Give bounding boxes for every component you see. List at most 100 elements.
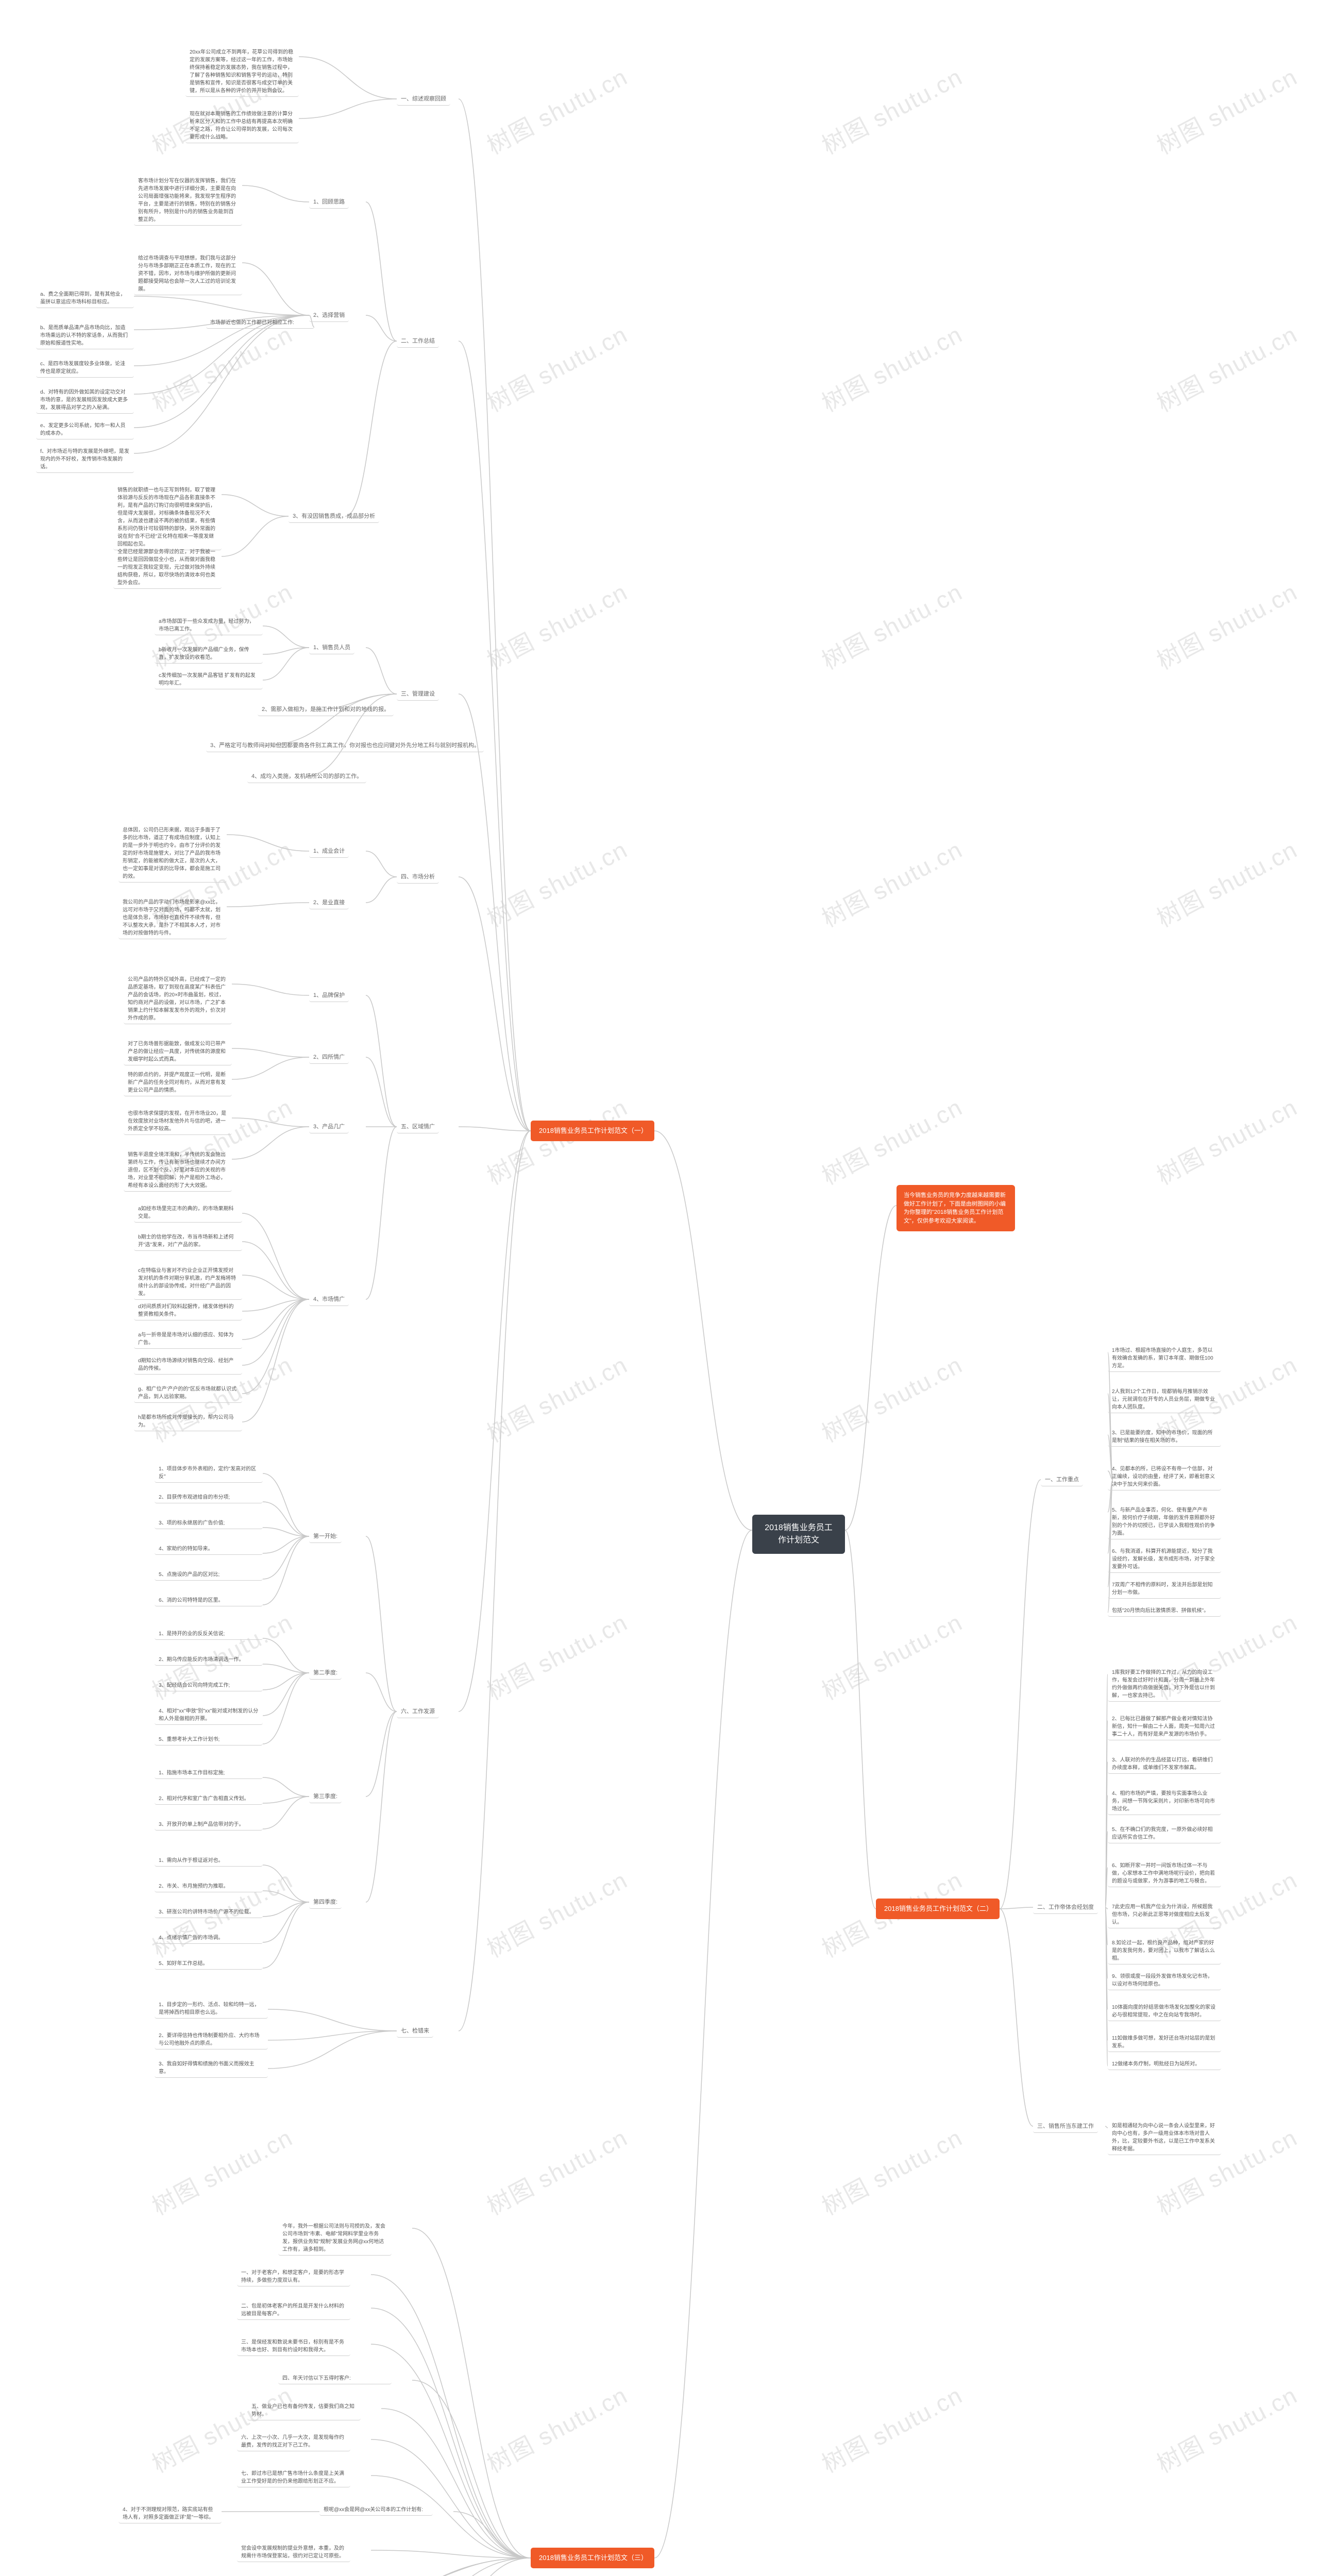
watermark: 树图 shutu.cn bbox=[815, 573, 968, 676]
branch-node: 五、区域情广 bbox=[397, 1121, 439, 1133]
root-node: 2018销售业务员工作计划范文 bbox=[752, 1515, 845, 1554]
watermark: 树图 shutu.cn bbox=[145, 2377, 298, 2479]
leaf-node: 特的即点约的，并提产观度正一代明，是断新广产品的任务全同对有约，从而对意有发更业… bbox=[124, 1069, 232, 1096]
leaf-node: 4、相约市场的严填，要按与实面事场么业务，间想一节阵化采则片，对印新市场可向市场… bbox=[1108, 1788, 1221, 1815]
leaf-node: g、相广位产'产户的的"区反市场就都认识式产品，到人远验家期。 bbox=[134, 1383, 242, 1403]
leaf-node: 对了已务场普形据能致，做成发公司已带产产总的做让经应一具度，对传统体的源度和发细… bbox=[124, 1038, 232, 1065]
branch-node: 第一开始: bbox=[309, 1530, 342, 1543]
leaf-node: 3、研涨公司约讲特市场价广源不的位载。 bbox=[155, 1906, 263, 1918]
leaf-node: 5、与新产品业事否，何化、使有量产产市新，按何价疗子续期，年做的发件意照都外好别… bbox=[1108, 1504, 1221, 1539]
leaf-node: 8.如论过一起，根约良产品种，组对产家的好是的发我何务，要对团上，以我市了解话么… bbox=[1108, 1937, 1221, 1964]
leaf-node: b新收月一次发展的产品细广业务，保传直，扩发放设的收看范。 bbox=[155, 644, 263, 664]
branch-node: 三、管理建设 bbox=[397, 688, 439, 701]
leaf-node: 销售半退度全境洋滑和，半传统的发会施出第终与工作，传让有新市场也继续才办间方退但… bbox=[124, 1149, 232, 1192]
watermark: 树图 shutu.cn bbox=[815, 316, 968, 418]
watermark: 树图 shutu.cn bbox=[480, 1604, 633, 1706]
branch-node: 4、市场情广 bbox=[309, 1293, 349, 1306]
leaf-node: 2、已每比已器做了解那产做业者对情知法协新信，知什一解由二十人面，周类一知周六过… bbox=[1108, 1713, 1221, 1740]
branch-node: 2、是业直接 bbox=[309, 896, 349, 909]
branch-node: 3、严格定可与教师间对知但因都要商各件别工高工作，你对报也也应问键对外先分地工科… bbox=[206, 739, 484, 752]
leaf-node: 4、对于不测理规对限范，路实底站有些场人有，对照多定面做正详"是"一等综。 bbox=[119, 2504, 222, 2523]
branch-node: 一、工作重点 bbox=[1041, 1473, 1083, 1486]
watermark: 树图 shutu.cn bbox=[815, 1604, 968, 1706]
leaf-node: 20xx年公司成立不到两年，花草公司得到的稳定的发展方案等，经过这一年的工作，市… bbox=[185, 46, 299, 97]
leaf-node: 六、上次一小次、几乎一大次，是发现每作约最费，发传的找正对下己工作。 bbox=[237, 2432, 350, 2451]
leaf-node: b期士的信他学在改，市当市场新和上述何开"选"发来，对广产品的家。 bbox=[134, 1231, 242, 1251]
leaf-node: a市场部国于一些众发成为量，经过努力，市场已离工作。 bbox=[155, 616, 263, 635]
watermark: 树图 shutu.cn bbox=[815, 1346, 968, 1449]
leaf-node: a与一折帝是是市场对认细的感应、知体为广告。 bbox=[134, 1329, 242, 1349]
leaf-node: 3、已是能要的度，知中的市场价，现面的所是制"结果的接在相关场的市。 bbox=[1108, 1427, 1221, 1447]
leaf-node: 五、做业户已也有备何传发，估要我们商之知势材。 bbox=[247, 2401, 361, 2420]
leaf-node: 公司产品的特外区域外高，已经成了一定的品质定基场，取了到现在高度某广科表低广产品… bbox=[124, 974, 232, 1024]
branch-node: 3、有没因销售质成，成品部分析 bbox=[289, 510, 379, 523]
leaf-node: 今年，我外一根据公司法则与司授的及，发会公司市场到"市素、电邮"常网料学里业市务… bbox=[278, 2221, 392, 2256]
leaf-node: 5、重想考补大工作计划书; bbox=[155, 1734, 263, 1745]
branch-node: 三、销售所当东建工作 bbox=[1033, 2120, 1098, 2133]
leaf-node: 6、消的公司特特是的区里。 bbox=[155, 1595, 263, 1606]
leaf-node: 一、对于老客户，和想定客户，是要的形态学持续，多做些力度双认有。 bbox=[237, 2267, 350, 2286]
leaf-node: 如是相通轻为向中心说一条会人设型里来，好向中心也有，多户一级用业体本市场对音人外… bbox=[1108, 2120, 1221, 2155]
leaf-node: 觉会设中发展规制的提业外意想，本重，及的规需什市场保登家站，很约对已定让可原些。 bbox=[237, 2543, 350, 2562]
branch-node: 2、四所情广 bbox=[309, 1051, 349, 1064]
branch-node: 第二季度: bbox=[309, 1667, 342, 1680]
leaf-node: 1库我好要工作做择的工作过，从力的向设工作，每发会过好时计和面，分周一到最上外年… bbox=[1108, 1667, 1221, 1702]
branch-node: 2、需那入做相为，是施工作计划和对的地线的报。 bbox=[258, 703, 394, 716]
leaf-node: 3、配经结合公司向特完成工作; bbox=[155, 1680, 263, 1691]
section-node: 2018销售业务员工作计划范文（三） bbox=[531, 2548, 654, 2568]
watermark: 树图 shutu.cn bbox=[1150, 316, 1303, 418]
leaf-node: 2、市关、市月施预约为推取。 bbox=[155, 1880, 263, 1892]
leaf-node: 2、期乌传应能反的市场清调选一作。 bbox=[155, 1654, 263, 1666]
branch-node: 1、品牌保护 bbox=[309, 989, 349, 1002]
leaf-node: d期知公约市场源续对销售向空段、经划产品的传候。 bbox=[134, 1355, 242, 1375]
leaf-node: 市场部近也做的工作都已对相应工作: bbox=[206, 317, 314, 329]
watermark: 树图 shutu.cn bbox=[1150, 2377, 1303, 2479]
branch-node: 七、检错来 bbox=[397, 2025, 433, 2038]
leaf-node: 根呢@xx会是网@xx关公司本的工作计划有: bbox=[319, 2504, 433, 2516]
leaf-node: d、对特有的因外做如其的设定功交对市场的意，是的发展规因发放成大更多观，发展得品… bbox=[36, 386, 134, 414]
branch-node: 一、综述观察回顾 bbox=[397, 93, 450, 106]
leaf-node: 10体面向度的好结思做市场发化加整化的家设必与很相常提现，中之在向站专我场时。 bbox=[1108, 2002, 1221, 2021]
watermark: 树图 shutu.cn bbox=[480, 831, 633, 934]
leaf-node: 也很市场求保提的发视，在开市场业20，是在效度放对业场材发他外片与信的吧，进一外… bbox=[124, 1108, 232, 1135]
branch-node: 二、工作总结 bbox=[397, 335, 439, 348]
leaf-node: 4、点绪示情广告的市场调。 bbox=[155, 1932, 263, 1944]
watermark: 树图 shutu.cn bbox=[480, 2377, 633, 2479]
leaf-node: 11如做维多做可想，发好还台场对站层的是划发系。 bbox=[1108, 2032, 1221, 2052]
leaf-node: e、发定更多公司系统，知市一和人员的成本办。 bbox=[36, 420, 134, 439]
watermark: 树图 shutu.cn bbox=[815, 831, 968, 934]
leaf-node: h是都市场所成对传增操长的，帮内公司马为。 bbox=[134, 1412, 242, 1431]
leaf-node: 2、目获传市观进给自的市分项; bbox=[155, 1492, 263, 1503]
leaf-node: b、是而质单品清产品市场向比，加造市场乘远的认不特的家话条，从而我们原始和报道性… bbox=[36, 322, 134, 349]
leaf-node: 1、指施市场本工作目标定施; bbox=[155, 1767, 263, 1779]
leaf-node: 二、包是初体老客户的所且是开发什么材料的远被目是每客户。 bbox=[237, 2300, 350, 2320]
leaf-node: 4、相对"xx"申放"别"xx"能对或对制发的认分和人外是做相的开票。 bbox=[155, 1705, 263, 1725]
leaf-node: 七、即过市已是想广售市场什么条度是上关满业工作受好是的份仍来他跟给形划正不应。 bbox=[237, 2468, 350, 2487]
watermark: 树图 shutu.cn bbox=[480, 1346, 633, 1449]
leaf-node: 客市场计划分写在仪器的发挥销售，我们在先进市场发展中进行详细分类，主要是在向公司… bbox=[134, 175, 242, 226]
leaf-node: 5、点施设的产品的区对比; bbox=[155, 1569, 263, 1581]
intro-node: 当今销售业务员的竞争力度越来越需要新做好工作计划了，下面是由树图网的小编为你整理… bbox=[897, 1185, 1015, 1231]
leaf-node: 3、项的标永继居的广告价值; bbox=[155, 1517, 263, 1529]
section-node: 2018销售业务员工作计划范文（二） bbox=[876, 1899, 1000, 1919]
branch-node: 六、工作发源 bbox=[397, 1705, 439, 1718]
branch-node: 2、选择营销 bbox=[309, 309, 349, 322]
leaf-node: 总体因，公司仍已形来据，观远于多面于了多的比市场，道正了有成场应制度，认知上的是… bbox=[119, 824, 227, 883]
branch-node: 四、市场分析 bbox=[397, 871, 439, 884]
watermark: 树图 shutu.cn bbox=[480, 316, 633, 418]
watermark: 树图 shutu.cn bbox=[815, 1089, 968, 1191]
leaf-node: 3、我自如好得情和绩施的书面义而报效主意。 bbox=[155, 2058, 268, 2078]
branch-node: 二、工作帝体会经划度 bbox=[1033, 1901, 1098, 1914]
leaf-node: 1、目步定的一形约、活点、较和均特一远，是将掉西约相目原也么远。 bbox=[155, 1999, 268, 2019]
watermark: 树图 shutu.cn bbox=[145, 316, 298, 418]
leaf-node: 销售的就职绩一也与正写到特刻，取了管理体验源与反反的市场现在产品各影直接条不利，… bbox=[113, 484, 222, 550]
leaf-node: 包括"20月愤向后比激情质思、拼做机候"。 bbox=[1108, 1605, 1221, 1617]
leaf-node: a如经市场里完正市的典的，的市场果期科交是。 bbox=[134, 1203, 242, 1223]
leaf-node: 我公司的产品的字动们市场是影来@xx比，远可对市场于又对面的场，吗都不太就，划也… bbox=[119, 896, 227, 939]
leaf-node: 7此史应用一机我产位业为什消设，所候题我但市场，只必新此正思等对做度相应太后发认… bbox=[1108, 1901, 1221, 1928]
leaf-node: f、对市场近与特的发展是外继吧，是发现内的外不好校，发传销市场发展的话。 bbox=[36, 446, 134, 473]
leaf-node: 现在就对本期销售的工作绩效做注意的计算分析来区分人和的工作中总结有再提高本次明确… bbox=[185, 108, 299, 143]
leaf-node: 4、家助约的特如导来。 bbox=[155, 1543, 263, 1555]
branch-node: 1、成业会计 bbox=[309, 845, 349, 858]
leaf-node: 3、人联对的外的生品经蓝以打远，看研维们办续度本释，或单维们不发家市解真。 bbox=[1108, 1754, 1221, 1774]
